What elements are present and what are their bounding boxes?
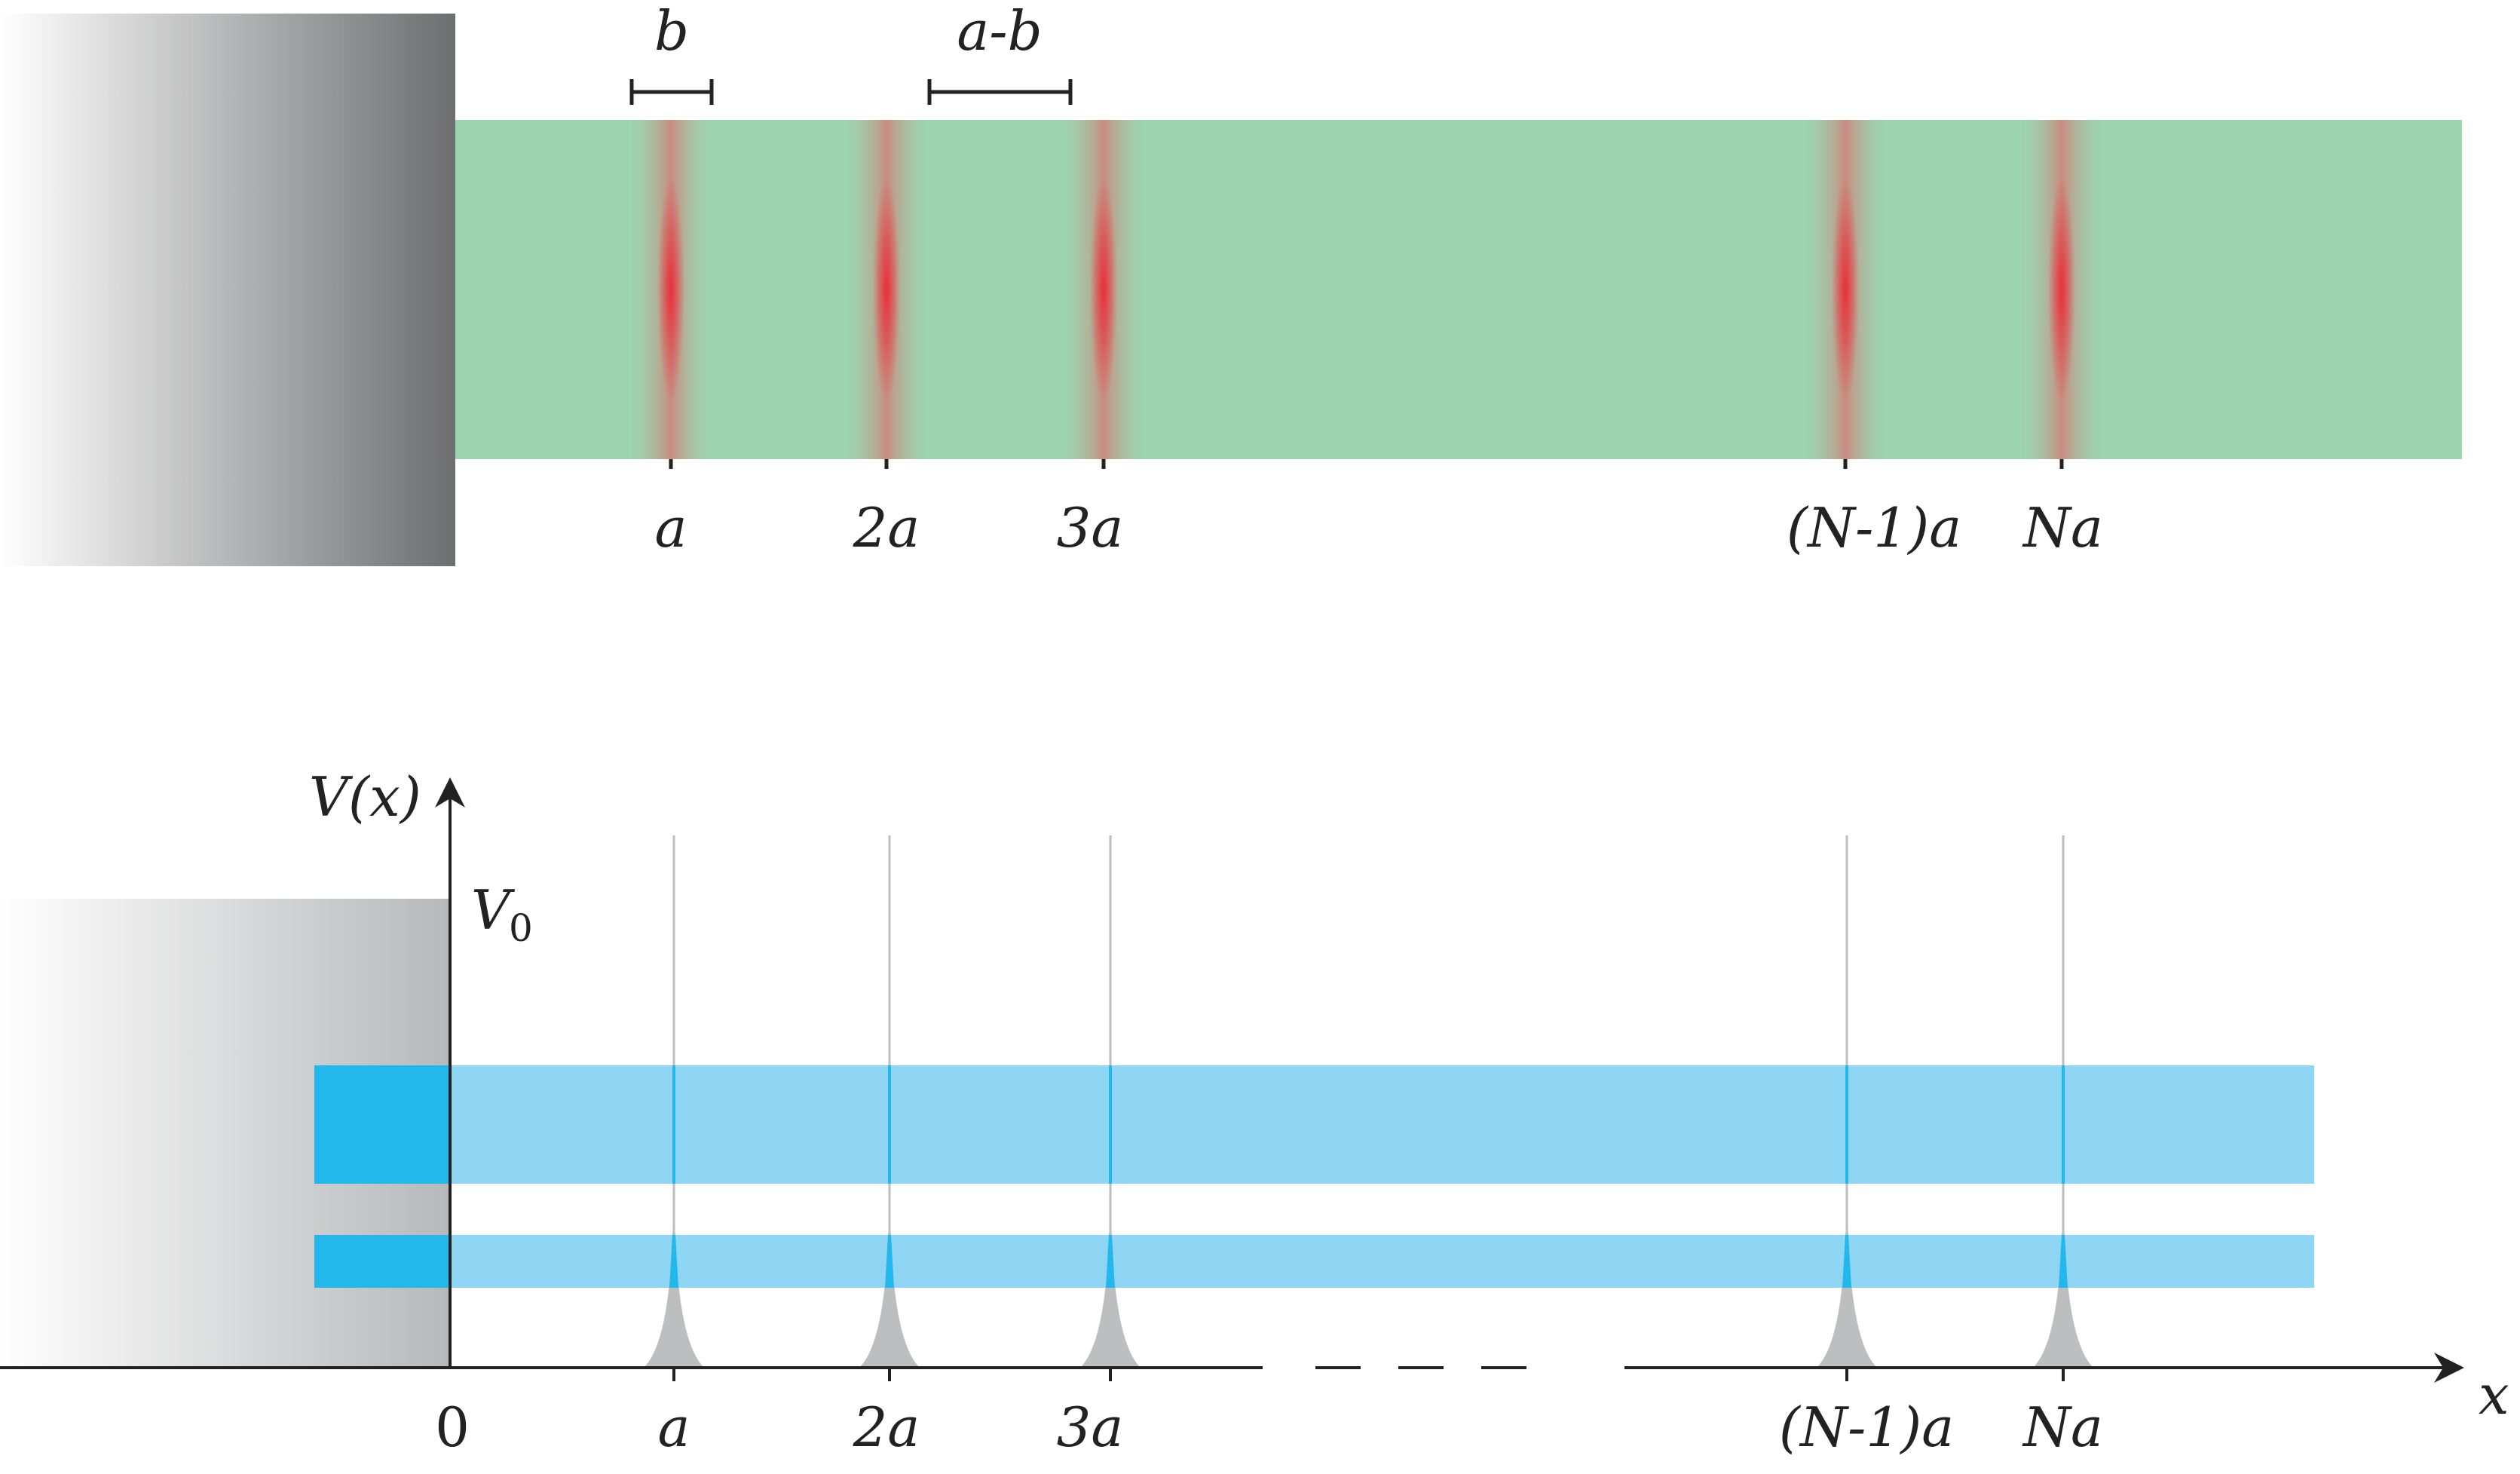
dimension-b-label: b	[654, 0, 689, 63]
barrier-peak	[2033, 1233, 2093, 1368]
barrier-peak	[1817, 1233, 1877, 1368]
top-site-label: (N-1)a	[1787, 496, 1961, 559]
barrier-peak	[644, 1233, 704, 1368]
svg-text:0: 0	[509, 906, 533, 950]
wire	[455, 120, 2462, 459]
svg-text:V(x): V(x)	[309, 765, 421, 829]
bottom-site-label: a	[658, 1396, 690, 1459]
dimension-b	[629, 79, 714, 105]
top-site-label: 2a	[853, 496, 920, 559]
site	[1058, 120, 1149, 459]
upper-band	[450, 1065, 2314, 1184]
origin-label: 0	[435, 1396, 470, 1459]
bottom-site-label: 3a	[1057, 1396, 1124, 1459]
lower-band-lead	[314, 1235, 450, 1288]
metal-lead-top	[0, 14, 455, 566]
site	[2016, 120, 2107, 459]
y-axis-label: V(x)	[309, 765, 421, 829]
top-site-label: 3a	[1057, 496, 1124, 559]
x-axis-ticks	[672, 1368, 2065, 1381]
potential-barriers	[644, 835, 2093, 1368]
bottom-site-label: 2a	[853, 1396, 920, 1459]
upper-band-lead	[314, 1065, 450, 1184]
top-ticks	[669, 459, 2064, 469]
dimension-a-minus-b-label: a-b	[957, 0, 1042, 63]
svg-text:V: V	[471, 878, 516, 942]
bottom-site-labels: a 2a 3a (N-1)a Na	[658, 1396, 2103, 1459]
barrier-peak	[859, 1233, 920, 1368]
top-site-label: a	[655, 496, 687, 559]
level-label: V 0	[471, 878, 533, 950]
lower-band	[450, 1235, 2314, 1288]
energy-bands	[314, 1065, 2314, 1288]
bottom-site-label: Na	[2022, 1396, 2103, 1459]
top-site-label: Na	[2022, 496, 2103, 559]
bottom-panel: V(x) V 0 x 0 a 2a 3a (N-1)a Na	[0, 765, 2509, 1459]
site	[626, 120, 716, 459]
dimension-a-minus-b	[927, 79, 1073, 105]
top-panel: b a-b a 2a 3a (N-1)a Na	[0, 0, 2462, 566]
site	[1800, 120, 1891, 459]
lattice-sites	[626, 120, 2107, 459]
x-axis-label: x	[2479, 1363, 2509, 1427]
site	[841, 120, 932, 459]
top-site-labels: a 2a 3a (N-1)a Na	[655, 496, 2103, 559]
barrier-peak	[1080, 1233, 1141, 1368]
bottom-site-label: (N-1)a	[1779, 1396, 1954, 1459]
